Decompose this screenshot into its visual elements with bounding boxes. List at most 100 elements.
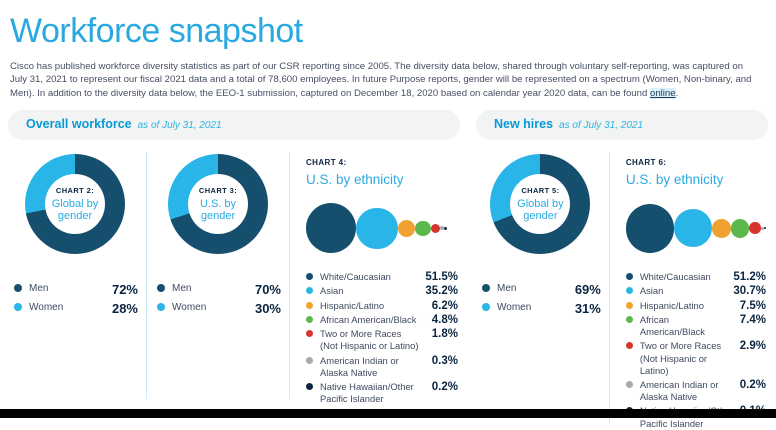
ethnicity-bubble-5 [760, 226, 764, 230]
legend-row-women: Women 31% [482, 301, 601, 316]
legend-value: 1.8% [431, 328, 458, 341]
legend-row-hispanic-latino: Hispanic/Latino 7.5% [625, 300, 766, 312]
women-legend-dot [482, 303, 490, 312]
chart-3-title: U.S. by gender [199, 197, 237, 223]
african-american-black-dot [306, 315, 313, 323]
intro-paragraph: Cisco has published workforce diversity … [10, 60, 762, 100]
men-legend-dot [482, 284, 490, 293]
chart-2-donut: CHART 2: Global by gender [25, 154, 125, 255]
ethnicity-bubble-0 [306, 203, 357, 254]
chart-6-legend: White/Caucasian 51.2% Asian 30.7% Hispan… [625, 271, 766, 430]
ethnicity-bubble-2 [397, 219, 416, 237]
legend-value: 31% [574, 301, 601, 317]
legend-value: 70% [254, 282, 281, 298]
legend-value: 2.9% [739, 340, 766, 353]
overall-workforce-header: Overall workforce as of July 31, 2021 [8, 110, 460, 141]
chart-5-donut: CHART 5: Global by gender [490, 154, 591, 255]
chart-5-label: CHART 5: [521, 185, 560, 195]
white-caucasian-dot [625, 273, 633, 281]
women-legend-dot [14, 303, 22, 312]
legend-value: 0.3% [431, 354, 458, 367]
online-link[interactable]: online [649, 87, 676, 99]
legend-label: Women [172, 302, 207, 314]
legend-row-two-or-more-races: Two or More Races (Not Hispanic or Latin… [625, 340, 766, 377]
chart-3-column: CHART 3: U.S. by gender Men 70% Women [151, 148, 285, 405]
chart-5-legend: Men 69% Women 31% [476, 282, 605, 316]
legend-label: Women [497, 302, 532, 314]
legend-row-african-american-black: African American/Black 4.8% [306, 314, 458, 326]
african-american-black-dot [625, 315, 633, 323]
native-hawaiian-pacific-islander-dot [306, 383, 313, 391]
legend-label: Two or More Races [320, 328, 402, 340]
legend-label: White/Caucasian [639, 271, 711, 283]
intro-period: . [675, 87, 679, 99]
chart-5-column: CHART 5: Global by gender Men 69% Women [476, 148, 605, 430]
section-title: Overall workforce [26, 117, 132, 132]
chart-6-bubble-chart [625, 191, 766, 265]
hispanic-latino-dot [625, 301, 633, 309]
legend-row-women: Women 28% [14, 301, 138, 316]
american-indian-alaska-native-dot [625, 381, 633, 389]
legend-row-american-indian-alaska-native: American Indian or Alaska Native 0.3% [306, 355, 458, 379]
ethnicity-bubble-0 [625, 203, 675, 253]
legend-row-white-caucasian: White/Caucasian 51.2% [625, 271, 766, 284]
legend-label: Asian [639, 285, 664, 297]
legend-label: American Indian or [320, 354, 399, 366]
section-date: as of July 31, 2021 [137, 120, 222, 132]
chart-2-legend: Men 72% Women 28% [8, 282, 142, 316]
legend-label: Women [29, 302, 64, 314]
legend-label-line2: Pacific Islander [320, 393, 384, 405]
hispanic-latino-dot [306, 301, 313, 309]
workforce-snapshot-page: Workforce snapshot Cisco has published w… [0, 12, 776, 429]
legend-label: Asian [320, 285, 344, 297]
chart-4-title: U.S. by ethnicity [306, 172, 404, 188]
legend-value: 4.8% [431, 313, 458, 326]
ethnicity-bubble-4 [430, 223, 440, 233]
chart-4-legend: White/Caucasian 51.5% Asian 35.2% Hispan… [306, 271, 458, 405]
legend-row-men: Men 70% [157, 282, 281, 297]
chart-4-label: CHART 4: [306, 158, 347, 168]
legend-value: 51.5% [425, 271, 458, 284]
legend-label: White/Caucasian [320, 271, 391, 283]
legend-value: 0.2% [739, 379, 766, 392]
legend-label-line2: Pacific Islander [639, 417, 704, 429]
white-caucasian-dot [306, 273, 313, 281]
chart-6-label: CHART 6: [625, 158, 667, 168]
chart-3-label: CHART 3: [198, 185, 238, 195]
legend-value: 72% [111, 282, 138, 298]
legend-value: 30.7% [733, 285, 766, 298]
two-or-more-races-dot [306, 330, 313, 338]
divider [289, 152, 290, 400]
legend-label-line2: Alaska Native [320, 366, 378, 378]
page-title: Workforce snapshot [10, 12, 303, 50]
new-hires-section: New hires as of July 31, 2021 CHART 5: G… [476, 110, 768, 430]
legend-label-line2: Alaska Native [639, 391, 698, 403]
legend-value: 28% [111, 301, 138, 317]
legend-row-asian: Asian 35.2% [306, 285, 458, 297]
ethnicity-bubble-3 [415, 220, 431, 236]
ethnicity-bubble-5 [439, 226, 444, 231]
legend-value: 51.2% [733, 271, 766, 284]
legend-label: Native Hawaiian/Other [320, 381, 414, 393]
american-indian-alaska-native-dot [306, 356, 313, 364]
asian-dot [306, 287, 313, 295]
men-legend-dot [14, 284, 22, 293]
chart-5-title: Global by gender [517, 197, 564, 223]
legend-value: 35.2% [425, 285, 458, 298]
asian-dot [625, 287, 633, 295]
chart-6-column: CHART 6: U.S. by ethnicity White/Caucasi… [614, 148, 768, 430]
chart-5-donut-hole: CHART 5: Global by gender [510, 174, 571, 235]
chart-2-column: CHART 2: Global by gender Men 72% Women [8, 148, 142, 405]
ethnicity-bubble-6 [443, 226, 447, 230]
overall-workforce-section: Overall workforce as of July 31, 2021 CH… [8, 110, 460, 430]
chart-2-donut-hole: CHART 2: Global by gender [45, 174, 105, 235]
legend-label: Men [497, 283, 517, 295]
divider [146, 152, 147, 400]
chart-3-donut-hole: CHART 3: U.S. by gender [188, 174, 248, 235]
legend-row-men: Men 72% [14, 282, 138, 297]
legend-row-white-caucasian: White/Caucasian 51.5% [306, 271, 458, 283]
ethnicity-bubble-6 [763, 227, 766, 230]
legend-row-women: Women 30% [157, 301, 281, 316]
legend-row-asian: Asian 30.7% [625, 285, 766, 298]
legend-label-line2: (Not Hispanic or Latino) [320, 340, 419, 352]
